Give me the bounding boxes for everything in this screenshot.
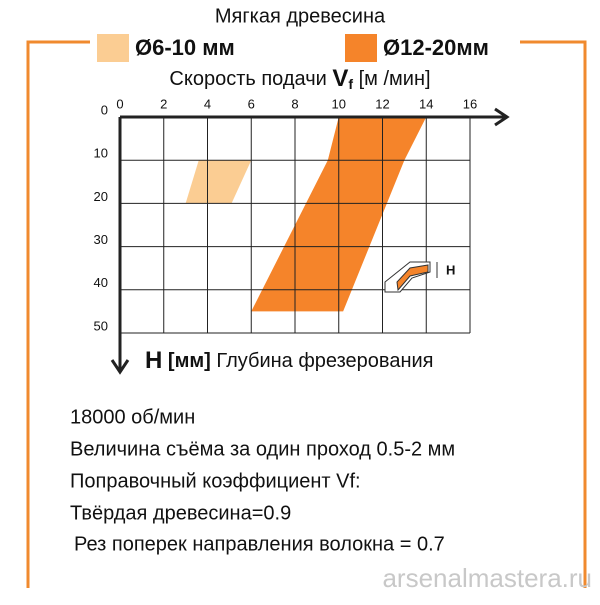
x-tick-label: 8 [291,96,298,111]
icon-label: H [446,262,455,277]
icon-cut [396,264,429,292]
x-tick-label: 0 [116,96,123,111]
y-tick-label: 20 [94,189,108,204]
note: Твёрдая древесина=0.9 [70,502,291,524]
plot: 0 2 4 6 8 10 12 14 16 0 10 20 30 40 50 [94,96,510,375]
frame-left [26,40,90,588]
x-tick-label: 12 [375,96,389,111]
legend-label: Ø6-10 мм [135,35,235,60]
y-tick-label: 40 [94,275,108,290]
y-axis-label: H [мм] Глубина фрезерования [145,347,434,374]
x-axis-label: Скорость подачи Vf [м /мин] [169,65,430,92]
x-axis-arrow [494,107,510,127]
y-tick-label: 0 [101,102,108,117]
y-tick-label: 50 [94,318,108,333]
legend-swatch [345,34,377,62]
x-tick-label: 10 [332,96,346,111]
x-tick-label: 6 [248,96,255,111]
note: Рез поперек направления волокна = 0.7 [74,533,445,555]
note: Величина съёма за один проход 0.5-2 мм [70,438,455,460]
watermark: arsenalmastera.ru [382,563,592,593]
y-tick-label: 30 [94,232,108,247]
frame-right [520,40,587,588]
note: 18000 об/мин [70,406,195,428]
note: Поправочный коэффициент Vf: [70,470,361,492]
legend: Ø6-10 мм Ø12-20мм [97,34,489,62]
x-tick-label: 14 [419,96,433,111]
icon: H [384,261,455,293]
region [185,160,252,204]
notes: 18000 об/мин Величина съёма за один прох… [70,406,455,555]
y-axis-arrow [110,359,130,375]
legend-swatch [97,34,129,62]
y-tick-label: 10 [94,146,108,161]
x-tick-label: 16 [463,96,477,111]
x-tick-label: 4 [204,96,211,111]
legend-label: Ø12-20мм [383,35,489,60]
x-tick-label: 2 [160,96,167,111]
frame [26,40,587,588]
chart-title: Мягкая древесина [215,5,386,27]
